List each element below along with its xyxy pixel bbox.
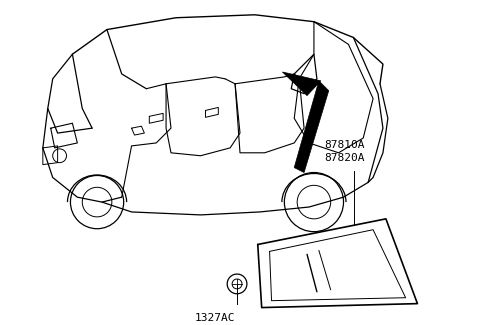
Text: 1327AC: 1327AC <box>195 314 236 323</box>
Polygon shape <box>294 81 329 173</box>
Text: 87820A: 87820A <box>324 153 364 162</box>
Text: 87810A: 87810A <box>324 140 364 150</box>
Polygon shape <box>282 72 321 96</box>
